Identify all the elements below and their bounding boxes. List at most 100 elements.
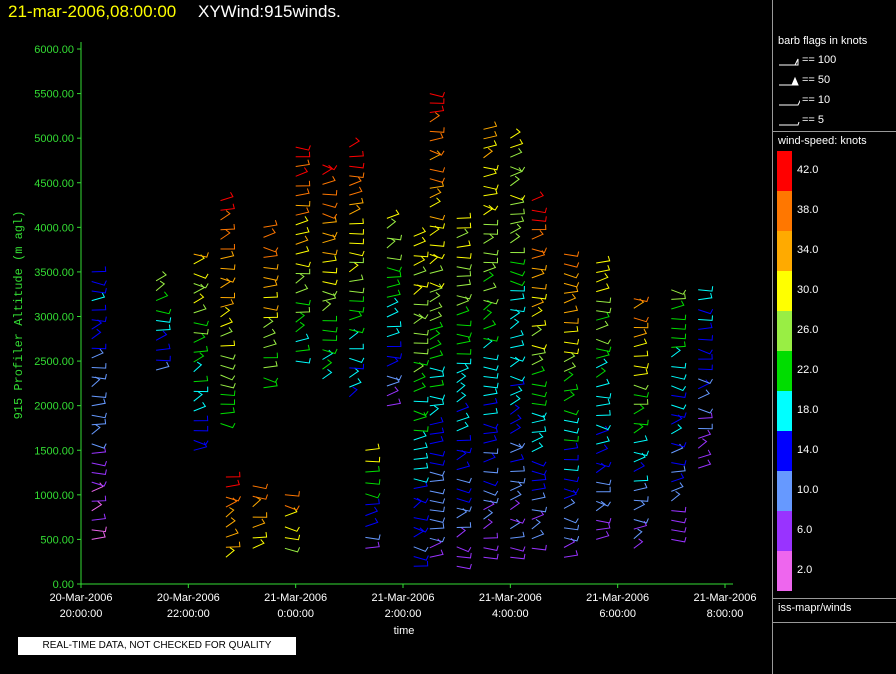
- x-tick-date: 21-Mar-2006: [479, 592, 542, 604]
- wind-barb: [225, 547, 235, 558]
- wind-barb: [456, 264, 472, 270]
- wind-barb: [671, 347, 681, 358]
- wind-barb: [193, 361, 203, 373]
- wind-barb: [483, 299, 499, 305]
- wind-barb: [698, 412, 713, 419]
- wind-barb: [563, 442, 579, 451]
- legend-panel: barb flags in knots == 100 == 50 == 10 == 5…: [772, 0, 896, 674]
- wind-barb: [295, 312, 306, 323]
- wind-barb: [596, 338, 611, 345]
- wind-barb: [220, 306, 231, 318]
- wind-barb: [563, 384, 579, 392]
- flag-legend-row: == 50: [778, 73, 893, 89]
- x-axis-label: time: [394, 625, 415, 637]
- wind-barb: [413, 477, 429, 483]
- wind-barb: [510, 379, 525, 387]
- wind-barb: [429, 329, 441, 341]
- wind-barb: [596, 461, 612, 468]
- wind-barb: [633, 338, 648, 348]
- wind-barb: [456, 358, 472, 365]
- wind-barb: [633, 316, 649, 323]
- wind-barb: [413, 546, 429, 553]
- wind-barb: [429, 417, 444, 426]
- wind-barb: [429, 302, 443, 312]
- wind-barb: [429, 399, 445, 407]
- wind-barb: [531, 432, 544, 443]
- wind-barb: [633, 528, 643, 540]
- colorbar-swatch: [777, 271, 792, 311]
- wind-barb: [483, 490, 499, 496]
- wind-barb: [155, 280, 166, 292]
- wind-barb: [456, 506, 472, 512]
- wind-barb: [322, 175, 336, 185]
- wind-barb: [413, 329, 429, 336]
- wind-barb: [349, 257, 364, 264]
- wind-barb: [483, 121, 498, 130]
- wind-barb: [509, 318, 520, 330]
- wind-barb: [697, 438, 708, 449]
- y-axis-label: 915 Profiler Altitude (m agl): [12, 211, 26, 420]
- wind-barb: [563, 371, 574, 382]
- wind-barb: [633, 518, 649, 524]
- wind-barb: [295, 167, 309, 177]
- wind-barb: [483, 497, 499, 504]
- wind-barb: [91, 287, 107, 294]
- wind-barb: [220, 210, 231, 221]
- wind-barb: [531, 483, 546, 491]
- wind-barb: [386, 321, 402, 328]
- wind-barb: [365, 506, 379, 517]
- wind-barb: [429, 371, 445, 378]
- wind-barb: [633, 435, 648, 444]
- wind-barb: [456, 382, 466, 393]
- title-date: 21-mar-2006,08:00:00: [8, 2, 177, 21]
- wind-barb: [386, 341, 402, 347]
- wind-barb: [322, 315, 337, 322]
- wind-barb: [596, 255, 611, 264]
- wind-barb: [563, 524, 580, 531]
- wind-barb: [252, 532, 268, 539]
- wind-barb: [510, 531, 525, 539]
- wind-barb: [698, 292, 713, 301]
- wind-barb: [456, 320, 472, 327]
- quality-notice: REAL-TIME DATA, NOT CHECKED FOR QUALITY: [18, 637, 296, 655]
- x-tick-time: 4:00:00: [492, 608, 529, 620]
- wind-barb: [193, 273, 209, 279]
- wind-barb: [596, 311, 610, 321]
- wind-barb: [429, 394, 446, 400]
- wind-barb: [220, 299, 235, 308]
- wind-barb: [633, 538, 644, 549]
- flag-legend-row: == 10: [778, 93, 893, 109]
- wind-barb: [252, 512, 268, 518]
- wind-barb: [386, 353, 402, 359]
- y-tick-label: 1500.00: [34, 445, 74, 457]
- colorbar-swatch: [777, 351, 792, 391]
- wind-barb: [429, 188, 442, 199]
- wind-barb: [225, 507, 235, 518]
- wind-barb: [510, 216, 525, 225]
- wind-barb: [698, 408, 714, 414]
- y-tick-label: 1000.00: [34, 490, 74, 502]
- wind-barb: [429, 488, 446, 495]
- wind-barb: [510, 518, 526, 524]
- wind-barb: [456, 546, 472, 553]
- wind-barb: [386, 375, 402, 381]
- wind-barb: [225, 496, 241, 502]
- wind-barb: [349, 162, 365, 169]
- wind-barb: [531, 391, 547, 398]
- wind-barb: [531, 297, 545, 308]
- wind-barb: [510, 553, 526, 560]
- wind-barb: [429, 292, 441, 303]
- wind-barb: [413, 526, 429, 533]
- wind-barb: [531, 506, 547, 513]
- wind-barb: [193, 283, 209, 289]
- colorbar-label: 2.0: [797, 564, 813, 576]
- wind-barb: [193, 375, 209, 383]
- wind-barb: [510, 233, 521, 244]
- wind-barb: [596, 297, 612, 304]
- wind-barb: [429, 366, 445, 372]
- wind-barb: [510, 490, 522, 501]
- wind-barb: [456, 279, 472, 287]
- wind-barb: [429, 223, 445, 229]
- wind-barb: [633, 475, 649, 482]
- wind-barb: [429, 241, 445, 247]
